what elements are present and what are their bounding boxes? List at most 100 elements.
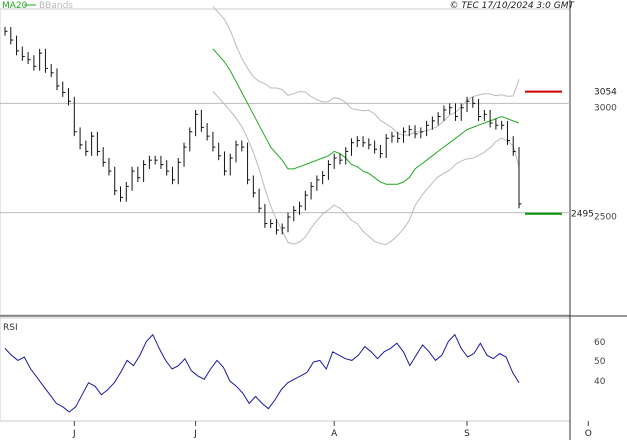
price-bar	[241, 140, 245, 152]
price-bar	[212, 131, 216, 152]
price-bar	[166, 160, 170, 176]
rsi-label: RSI	[3, 323, 18, 333]
price-bar	[345, 147, 349, 165]
price-bar	[200, 109, 204, 132]
price-bar	[10, 26, 14, 45]
price-bar	[385, 133, 389, 158]
rsi-tick-50: 50	[594, 357, 606, 367]
price-bar	[229, 153, 233, 176]
price-bar	[420, 127, 424, 139]
price-bar	[56, 68, 60, 91]
price-bar	[62, 81, 66, 97]
price-bar	[114, 166, 118, 196]
price-bar	[489, 109, 493, 128]
price-bar	[368, 138, 372, 150]
rsi-line	[4, 333, 520, 413]
x-tick-label: J	[193, 429, 197, 439]
price-bar	[102, 147, 106, 167]
rsi-tick-40: 40	[594, 377, 606, 387]
price-bar	[131, 166, 135, 191]
price-bar	[183, 142, 187, 167]
ma20-line	[212, 48, 520, 185]
price-bar	[391, 131, 395, 143]
price-bar	[483, 109, 487, 121]
x-tick-label: A	[331, 429, 338, 439]
ma20-path	[212, 48, 520, 185]
price-bar	[501, 120, 505, 130]
price-bar	[177, 158, 181, 185]
price-bar	[327, 160, 331, 180]
y-tick-2500: 2500	[594, 213, 617, 223]
price-bar	[96, 131, 100, 156]
price-bar	[270, 219, 274, 228]
price-bar	[39, 48, 43, 71]
price-bar	[258, 188, 262, 213]
price-panel-frame	[0, 8, 571, 316]
price-bar	[44, 48, 48, 73]
price-bar	[16, 35, 20, 56]
price-bar	[264, 203, 268, 228]
price-bar	[437, 112, 441, 126]
price-bar	[408, 125, 412, 137]
support-label: 2495	[571, 210, 594, 220]
price-bar	[431, 116, 435, 130]
price-bar	[218, 142, 222, 161]
price-bar	[293, 206, 297, 222]
price-bar	[414, 125, 418, 139]
price-bar	[333, 153, 337, 169]
price-bar	[68, 88, 72, 106]
price-bar	[50, 64, 54, 78]
price-bar	[374, 140, 378, 154]
price-bar	[206, 123, 210, 141]
price-bar	[466, 96, 470, 113]
price-bar	[137, 166, 141, 183]
y-tick-3000: 3000	[594, 103, 617, 113]
price-bar	[512, 136, 516, 156]
price-bar	[454, 103, 458, 121]
price-bar	[85, 140, 89, 156]
bollinger-upper	[212, 6, 520, 136]
price-bar	[351, 138, 355, 156]
price-bar	[235, 140, 239, 163]
price-bar	[171, 166, 175, 185]
price-bar	[356, 136, 360, 148]
resistance-label: 3054	[594, 88, 617, 98]
price-bar	[478, 99, 482, 121]
bollinger-bands	[212, 6, 520, 246]
price-bar	[247, 142, 251, 185]
price-bar	[362, 136, 366, 148]
x-tick-label: S	[464, 429, 470, 439]
bollinger-lower	[212, 90, 520, 246]
price-bar	[322, 171, 326, 185]
price-bar	[223, 151, 227, 176]
price-bar	[506, 120, 510, 145]
price-bar	[402, 127, 406, 143]
price-bar	[143, 160, 147, 183]
x-tick-label: O	[585, 429, 592, 439]
price-bar	[397, 131, 401, 143]
price-bar	[299, 201, 303, 215]
price-bar	[495, 118, 499, 130]
price-bar	[154, 155, 158, 165]
price-bar	[316, 175, 320, 191]
price-bar	[518, 147, 522, 209]
price-bar	[339, 153, 343, 165]
price-bar	[443, 105, 447, 121]
rsi-panel-frame	[0, 317, 571, 422]
price-bar	[449, 103, 453, 115]
price-bar	[287, 212, 291, 233]
price-bar	[460, 103, 464, 121]
legend-bbands: BBands	[39, 1, 73, 11]
price-bar	[189, 127, 193, 152]
price-bar	[33, 55, 37, 71]
price-bar	[275, 219, 279, 235]
rsi-tick-60: 60	[594, 338, 606, 348]
price-bars	[4, 26, 522, 235]
rsi-path	[4, 333, 520, 413]
price-bar	[91, 131, 95, 156]
legend-ma20: MA20	[2, 1, 28, 11]
price-bar	[4, 26, 8, 36]
price-bar	[252, 175, 256, 198]
